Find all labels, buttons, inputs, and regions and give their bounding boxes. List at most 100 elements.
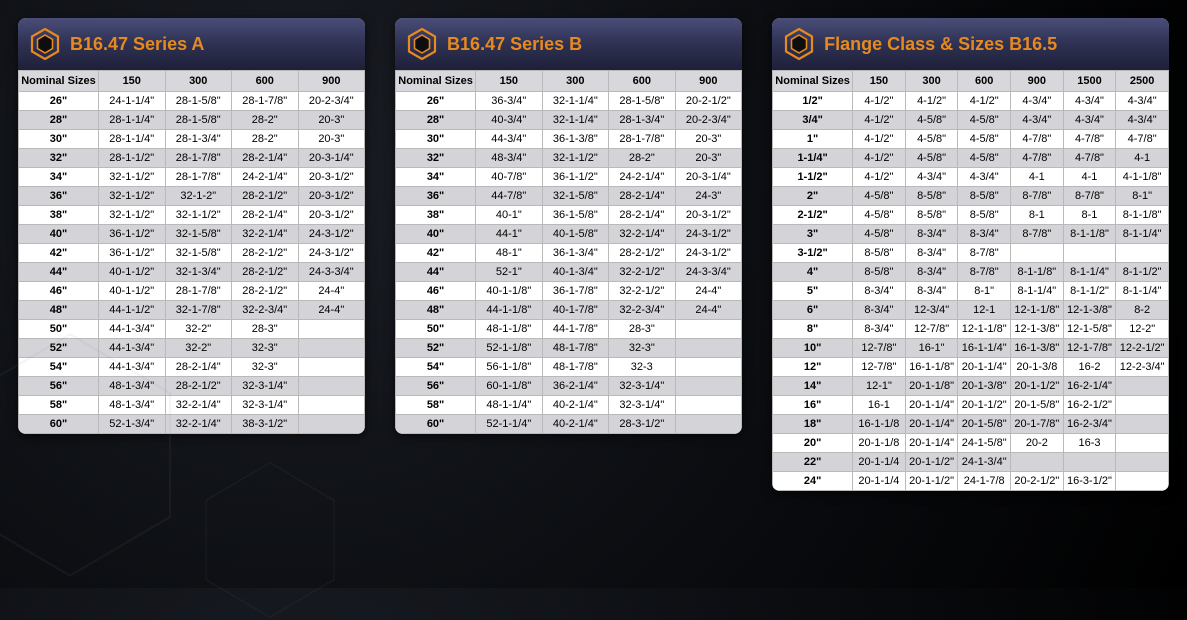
- table-cell: 8-1: [1063, 206, 1116, 225]
- table-cell: [1116, 434, 1169, 453]
- table-cell: 24-3-3/4": [675, 263, 742, 282]
- table-cell: 16-1": [905, 339, 958, 358]
- table-row: 36"32-1-1/2"32-1-2"28-2-1/2"20-3-1/2": [19, 187, 365, 206]
- table-row: 52"44-1-3/4"32-2"32-3": [19, 339, 365, 358]
- table-cell: 4-3/4": [958, 168, 1011, 187]
- table-cell: 20-1-1/8: [853, 434, 906, 453]
- table-cell: 28-3": [232, 320, 299, 339]
- table-cell: 20-3-1/2": [298, 206, 365, 225]
- table-cell: 48-1-7/8": [542, 339, 609, 358]
- table-cell: 24-3-1/2": [298, 225, 365, 244]
- table-cell: 28-1-5/8": [609, 92, 676, 111]
- table-cell: 48-1": [476, 244, 543, 263]
- table-cell: 32-1-2": [165, 187, 232, 206]
- table-cell: 12-7/8": [853, 358, 906, 377]
- table-cell: 20-2-1/2": [675, 92, 742, 111]
- table-cell: 28-1-7/8": [165, 282, 232, 301]
- table-cell: 20-3-1/2": [675, 206, 742, 225]
- hex-icon: [407, 28, 437, 60]
- table-cell: 28-2-1/4": [609, 187, 676, 206]
- table-cell: 8-3/4": [905, 263, 958, 282]
- table-row: 60"52-1-3/4"32-2-1/4"38-3-1/2": [19, 415, 365, 434]
- table-row: 3/4"4-1/2"4-5/8"4-5/8"4-3/4"4-3/4"4-3/4": [773, 111, 1169, 130]
- table-cell: 32-3": [232, 358, 299, 377]
- table-cell: 8-7/8": [1011, 225, 1064, 244]
- table-cell: 40-7/8": [476, 168, 543, 187]
- table-cell: 44": [396, 263, 476, 282]
- table-row: 54"44-1-3/4"28-2-1/4"32-3": [19, 358, 365, 377]
- table-cell: 16-2-3/4": [1063, 415, 1116, 434]
- table-cell: 28-3": [609, 320, 676, 339]
- table-cell: 16-1-3/8": [1011, 339, 1064, 358]
- table-cell: 24-3-1/2": [675, 225, 742, 244]
- table-cell: 40-1": [476, 206, 543, 225]
- table-cell: 12-1-1/8": [958, 320, 1011, 339]
- table-cell: 36-2-1/4": [542, 377, 609, 396]
- card-series-a: B16.47 Series A Nominal Sizes15030060090…: [18, 18, 365, 434]
- cards-row: B16.47 Series A Nominal Sizes15030060090…: [0, 0, 1187, 491]
- table-cell: 28-1-7/8": [165, 168, 232, 187]
- table-cell: 20-3-1/4": [675, 168, 742, 187]
- table-cell: [298, 358, 365, 377]
- table-cell: 28-2-1/4": [232, 149, 299, 168]
- table-cell: 12-7/8": [853, 339, 906, 358]
- table-cell: 40-1-1/8": [476, 282, 543, 301]
- table-row: 24"20-1-1/420-1-1/2"24-1-7/820-2-1/2"16-…: [773, 472, 1169, 491]
- table-cell: 4-3/4": [1011, 111, 1064, 130]
- table-row: 48"44-1-1/8"40-1-7/8"32-2-3/4"24-4": [396, 301, 742, 320]
- table-cell: 4-1-1/8": [1116, 168, 1169, 187]
- table-cell: 32-1-1/2": [99, 206, 166, 225]
- table-cell: 4-5/8": [958, 149, 1011, 168]
- table-cell: 4-1/2": [905, 92, 958, 111]
- table-row: 42"48-1"36-1-3/4"28-2-1/2"24-3-1/2": [396, 244, 742, 263]
- table-row: 4"8-5/8"8-3/4"8-7/8"8-1-1/8"8-1-1/4"8-1-…: [773, 263, 1169, 282]
- table-cell: 30": [19, 130, 99, 149]
- table-cell: 28-2-1/4": [232, 206, 299, 225]
- table-row: 26"36-3/4"32-1-1/4"28-1-5/8"20-2-1/2": [396, 92, 742, 111]
- table-cell: [675, 377, 742, 396]
- table-cell: 4-3/4": [1063, 111, 1116, 130]
- table-cell: 28-1-7/8": [609, 130, 676, 149]
- table-cell: 18": [773, 415, 853, 434]
- table-cell: 32-3-1/4": [232, 377, 299, 396]
- table-cell: 60": [396, 415, 476, 434]
- col-header: 300: [542, 71, 609, 92]
- table-cell: 12-1-3/8": [1011, 320, 1064, 339]
- table-cell: 32-1-1/2": [99, 187, 166, 206]
- table-cell: 20-1-1/4: [853, 472, 906, 491]
- table-cell: 32-1-5/8": [165, 225, 232, 244]
- table-cell: 28-1-1/4": [99, 130, 166, 149]
- table-cell: 20-3-1/2": [298, 168, 365, 187]
- table-cell: 48": [19, 301, 99, 320]
- table-cell: 4-5/8": [853, 206, 906, 225]
- table-cell: 20-1-1/4": [905, 396, 958, 415]
- table-row: 44"52-1"40-1-3/4"32-2-1/2"24-3-3/4": [396, 263, 742, 282]
- table-cell: 24-1-5/8": [958, 434, 1011, 453]
- table-cell: 50": [19, 320, 99, 339]
- table-cell: 32-3-1/4": [609, 377, 676, 396]
- table-cell: 40": [19, 225, 99, 244]
- table-cell: 44": [19, 263, 99, 282]
- table-cell: [298, 320, 365, 339]
- table-row: 16"16-120-1-1/4"20-1-1/2"20-1-5/8"16-2-1…: [773, 396, 1169, 415]
- table-cell: 28-2-1/4": [609, 206, 676, 225]
- table-cell: 56": [396, 377, 476, 396]
- table-cell: 10": [773, 339, 853, 358]
- table-cell: 44-1": [476, 225, 543, 244]
- table-cell: 40": [396, 225, 476, 244]
- table-cell: 28-1-1/2": [99, 149, 166, 168]
- table-row: 10"12-7/8"16-1"16-1-1/4"16-1-3/8"12-1-7/…: [773, 339, 1169, 358]
- table-cell: 56-1-1/8": [476, 358, 543, 377]
- table-cell: 24-1-1/4": [99, 92, 166, 111]
- table-cell: 12-1-7/8": [1063, 339, 1116, 358]
- table-cell: 32-3": [232, 339, 299, 358]
- table-cell: 12": [773, 358, 853, 377]
- table-cell: 12-1-3/8": [1063, 301, 1116, 320]
- table-cell: 32-1-7/8": [165, 301, 232, 320]
- table-cell: 20-1-1/4": [958, 358, 1011, 377]
- table-cell: 1-1/4": [773, 149, 853, 168]
- table-row: 42"36-1-1/2"32-1-5/8"28-2-1/2"24-3-1/2": [19, 244, 365, 263]
- table-flange-class: Nominal Sizes150300600900150025001/2"4-1…: [772, 70, 1169, 491]
- table-cell: [1116, 396, 1169, 415]
- hex-icon: [784, 28, 814, 60]
